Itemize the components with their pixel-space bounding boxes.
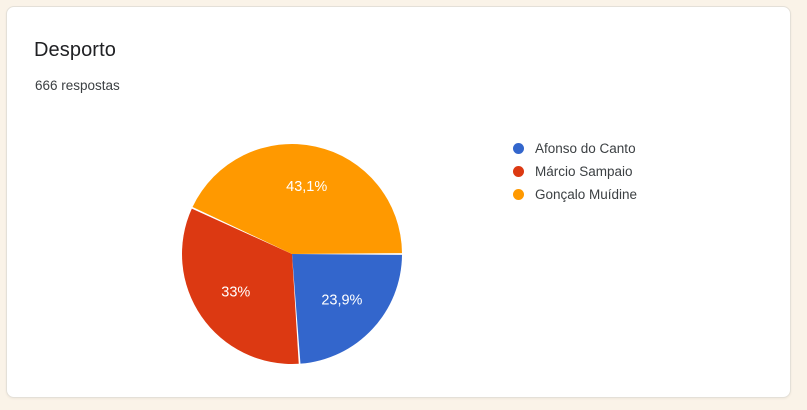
- pie-chart: 23,9% 33% 43,1%: [182, 143, 402, 364]
- response-count-label: 666 respostas: [35, 78, 120, 93]
- legend-item-label: Afonso do Canto: [535, 141, 636, 156]
- pie-label-group: 23,9% 33% 43,1%: [221, 179, 362, 308]
- legend-item-label: Gonçalo Muídine: [535, 187, 638, 202]
- legend-item-2[interactable]: Gonçalo Muídine: [513, 183, 733, 206]
- pie-chart-area: 23,9% 33% 43,1% Afonso do Canto Márcio Sam…: [7, 7, 792, 399]
- legend-swatch-icon-2: [513, 189, 524, 200]
- legend-swatch-icon-1: [513, 166, 524, 177]
- chart-card: Desporto 666 respostas 23,9% 33% 43,1% Afo…: [6, 6, 791, 398]
- pie-slice[interactable]: [292, 254, 402, 364]
- chart-legend: Afonso do Canto Márcio Sampaio Gonçalo M…: [513, 137, 733, 206]
- pie-slice-label: 33%: [221, 285, 250, 301]
- pie-slice-group: [182, 143, 402, 364]
- legend-item-label: Márcio Sampaio: [535, 164, 633, 179]
- legend-item-1[interactable]: Márcio Sampaio: [513, 160, 733, 183]
- pie-slice-label: 23,9%: [321, 292, 362, 308]
- pie-slice-label: 43,1%: [286, 179, 327, 195]
- page-title: Desporto: [34, 39, 116, 61]
- pie-slice[interactable]: [182, 208, 299, 364]
- legend-swatch-icon-0: [513, 143, 524, 154]
- legend-item-0[interactable]: Afonso do Canto: [513, 137, 733, 160]
- pie-slice[interactable]: [192, 143, 402, 254]
